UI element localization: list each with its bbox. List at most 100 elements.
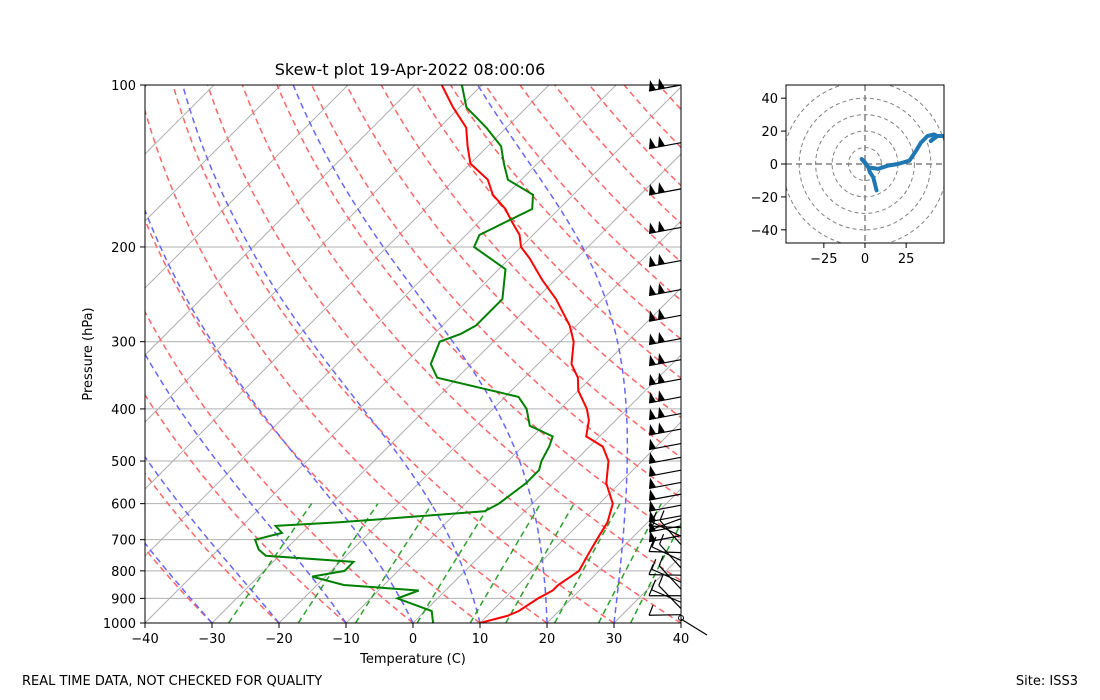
wind-barb-flag xyxy=(658,308,665,320)
hodograph-x-tick-label: 25 xyxy=(898,252,915,267)
calm-wind-circle xyxy=(678,615,684,621)
isotherm-line xyxy=(145,85,215,155)
moist-adiabat-line xyxy=(477,85,629,623)
y-tick-label: 300 xyxy=(111,336,136,351)
wind-barb-flag xyxy=(649,137,656,149)
dry-adiabat-line xyxy=(145,471,280,623)
dry-adiabat-line xyxy=(658,85,681,111)
wind-barb-feather xyxy=(648,515,654,527)
wind-barb-staff xyxy=(650,518,682,531)
wind-barb-flag xyxy=(649,80,656,91)
isotherm-line xyxy=(278,220,681,623)
hodograph-x-tick-label: 0 xyxy=(861,252,869,267)
dry-adiabat-line xyxy=(145,310,414,623)
dry-adiabat-line xyxy=(345,85,681,459)
mixing-ratio-line xyxy=(297,503,379,623)
quality-disclaimer: REAL TIME DATA, NOT CHECKED FOR QUALITY xyxy=(22,674,323,689)
isotherm-line xyxy=(613,555,681,623)
temperature-trace xyxy=(440,85,614,623)
moist-adiabat-line xyxy=(145,208,414,623)
wind-barb-flag xyxy=(649,438,656,450)
dry-adiabat-line xyxy=(588,85,681,187)
isotherm-line xyxy=(145,86,681,623)
wind-barb-feather xyxy=(658,575,664,586)
wind-barb-staff xyxy=(659,543,682,569)
wind-barb-flag xyxy=(658,182,665,194)
x-tick-label: 30 xyxy=(606,632,623,647)
wind-barb-flag xyxy=(649,310,656,322)
wind-barb-flag xyxy=(649,465,656,477)
moist-adiabat-line xyxy=(181,85,481,623)
isotherm-line xyxy=(145,85,483,423)
wind-barb-flag xyxy=(658,352,665,364)
wind-barb-feather xyxy=(650,519,656,530)
isotherm-line xyxy=(145,85,416,356)
wind-barb-flag xyxy=(658,253,665,265)
site-label: Site: ISS3 xyxy=(1015,674,1078,689)
dry-adiabat-line xyxy=(623,85,681,149)
y-tick-label: 800 xyxy=(111,565,136,580)
wind-barb-flag xyxy=(649,452,656,464)
dry-adiabat-line xyxy=(311,85,681,499)
x-tick-label: 0 xyxy=(409,632,417,647)
wind-barb-flag xyxy=(649,489,656,501)
dry-adiabat-line xyxy=(380,85,681,419)
y-tick-label: 200 xyxy=(111,241,136,256)
isotherm-line xyxy=(546,488,681,623)
wind-barb-staff xyxy=(648,550,682,554)
wind-barb-staff xyxy=(658,565,682,590)
wind-barb-staff xyxy=(651,589,682,603)
wind-barb-flag xyxy=(658,331,665,343)
hodograph-y-tick-label: 40 xyxy=(761,92,778,107)
hodograph-axes: −25 0 25 −40 −20 0 20 40 xyxy=(751,92,915,267)
moist-adiabat-line xyxy=(145,542,213,623)
wind-barb-feather xyxy=(648,541,654,552)
wind-barb-feather xyxy=(651,536,657,548)
skewt-panel: −40 −30 −20 −10 0 10 20 30 40 100200300400500600… xyxy=(81,60,1100,667)
hodograph-x-tick-label: −25 xyxy=(810,252,837,267)
wind-barb-feather xyxy=(659,510,665,521)
wind-barb-staff xyxy=(658,585,682,609)
x-tick-label: −20 xyxy=(265,632,292,647)
wind-barb-staff xyxy=(651,521,682,537)
hodograph-panel: −25 0 25 −40 −20 0 20 40 xyxy=(751,84,945,267)
y-tick-label: 500 xyxy=(111,455,136,470)
dry-adiabat-line xyxy=(415,85,681,380)
y-tick-label: 900 xyxy=(111,592,136,607)
hodograph-y-tick-label: −40 xyxy=(751,224,778,239)
dry-adiabat-line xyxy=(519,85,681,263)
dry-adiabat-line xyxy=(484,85,681,302)
wind-barb-flag xyxy=(658,422,665,434)
dry-adiabat-line xyxy=(554,85,681,225)
mixing-ratio-line xyxy=(416,503,492,623)
isotherm-line xyxy=(412,354,681,623)
dry-adiabat-line xyxy=(763,85,1100,623)
wind-barb-flag xyxy=(649,354,656,366)
x-tick-label: 20 xyxy=(539,632,556,647)
x-tick-label: −40 xyxy=(131,632,158,647)
y-tick-label: 1000 xyxy=(103,617,136,632)
wind-barb-staff xyxy=(659,520,682,546)
isotherm-line xyxy=(345,287,681,623)
wind-barb-flag xyxy=(658,372,665,384)
wind-barb-staff xyxy=(651,546,682,561)
y-tick-label: 700 xyxy=(111,534,136,549)
wind-barb-flag xyxy=(658,390,665,402)
hodograph-y-tick-label: 20 xyxy=(761,125,778,140)
wind-barb-feather xyxy=(651,512,657,523)
x-tick-label: −10 xyxy=(332,632,359,647)
y-tick-label: 100 xyxy=(111,79,136,94)
y-tick-label: 400 xyxy=(111,403,136,418)
wind-barb-flag xyxy=(649,477,656,489)
skewt-y-axis: 100 200 300 400 500 600 700 800 900 1000 xyxy=(103,79,145,632)
dry-adiabat-line xyxy=(145,108,548,623)
wind-barb-staff xyxy=(648,614,682,616)
x-axis-label: Temperature (C) xyxy=(359,652,466,667)
isotherm-line xyxy=(145,85,617,557)
moist-adiabat-line xyxy=(292,85,548,623)
dewpoint-trace xyxy=(253,85,554,623)
wind-barb-feather xyxy=(659,533,665,545)
dry-adiabat-line xyxy=(206,85,681,623)
x-tick-label: 10 xyxy=(472,632,489,647)
hodograph-y-tick-label: 0 xyxy=(770,158,778,173)
